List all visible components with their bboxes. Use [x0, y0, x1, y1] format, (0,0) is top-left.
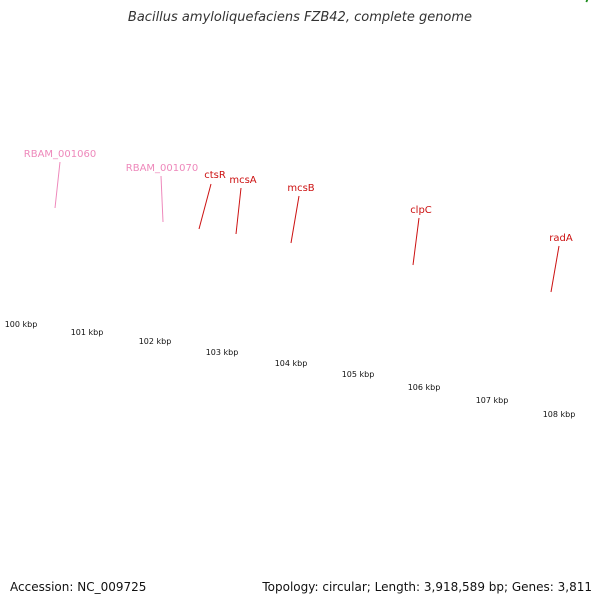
gene-label-leader: [198, 183, 212, 230]
scale-label: 106 kbp: [408, 383, 441, 392]
gene-label: clpC: [410, 205, 432, 216]
map-title: Bacillus amyloliquefaciens FZB42, comple…: [127, 10, 473, 25]
scale-label: 107 kbp: [476, 396, 509, 405]
gene-label-leader: [412, 217, 420, 266]
gene-label-leader: [235, 187, 242, 235]
gene-label-leader: [550, 245, 560, 293]
gene-label-leader: [290, 195, 300, 244]
gene-label-leader: [54, 161, 61, 209]
gene-label: mcsB: [287, 183, 314, 194]
accession-text: Accession: NC_009725: [10, 580, 147, 594]
gene-label-leader: [160, 175, 164, 223]
scale-label: 108 kbp: [543, 410, 576, 419]
gene-label: RBAM_001070: [126, 163, 198, 174]
scale-label: 102 kbp: [139, 337, 172, 346]
gene-label: mcsA: [229, 175, 256, 186]
genome-summary-text: Topology: circular; Length: 3,918,589 bp…: [262, 580, 592, 594]
scale-label: 101 kbp: [71, 328, 104, 337]
scale-label: 103 kbp: [206, 348, 239, 357]
scale-label: 104 kbp: [275, 359, 308, 368]
gene-label: ctsR: [204, 170, 226, 181]
gene-label: RBAM_001060: [24, 149, 96, 160]
inner-tick: [585, 0, 589, 3]
scale-label: 105 kbp: [342, 370, 375, 379]
gene-label: radA: [549, 233, 573, 244]
scale-label: 100 kbp: [5, 320, 38, 329]
